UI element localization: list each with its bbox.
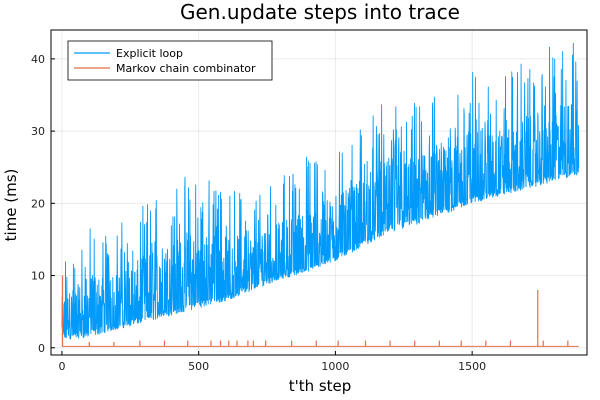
y-axis-label: time (ms) [2, 169, 20, 242]
x-tick-label: 500 [188, 360, 209, 373]
x-tick-label: 0 [58, 360, 65, 373]
y-tick-label: 40 [31, 53, 45, 66]
chart-title: Gen.update steps into trace [180, 0, 460, 24]
plot-area: 0 500 1000 1500 0 10 20 30 40 [31, 29, 588, 373]
legend-box [67, 40, 273, 81]
y-tick-label: 0 [38, 342, 45, 355]
y-axis-ticks: 0 10 20 30 40 [31, 53, 55, 355]
x-axis-ticks: 0 500 1000 1500 [58, 351, 486, 373]
x-tick-label: 1500 [458, 360, 486, 373]
legend: Explicit loop Markov chain combinator [67, 40, 273, 81]
legend-label-markov-chain: Markov chain combinator [116, 62, 256, 75]
y-tick-label: 20 [31, 197, 45, 210]
plot-frame [50, 29, 588, 356]
y-tick-label: 30 [31, 125, 45, 138]
legend-label-explicit-loop: Explicit loop [116, 47, 183, 60]
x-axis-label: t'th step [289, 377, 352, 395]
series-layer [61, 42, 580, 347]
x-tick-label: 1000 [321, 360, 349, 373]
series-explicit-loop-line [61, 42, 580, 340]
y-tick-label: 10 [31, 270, 45, 283]
